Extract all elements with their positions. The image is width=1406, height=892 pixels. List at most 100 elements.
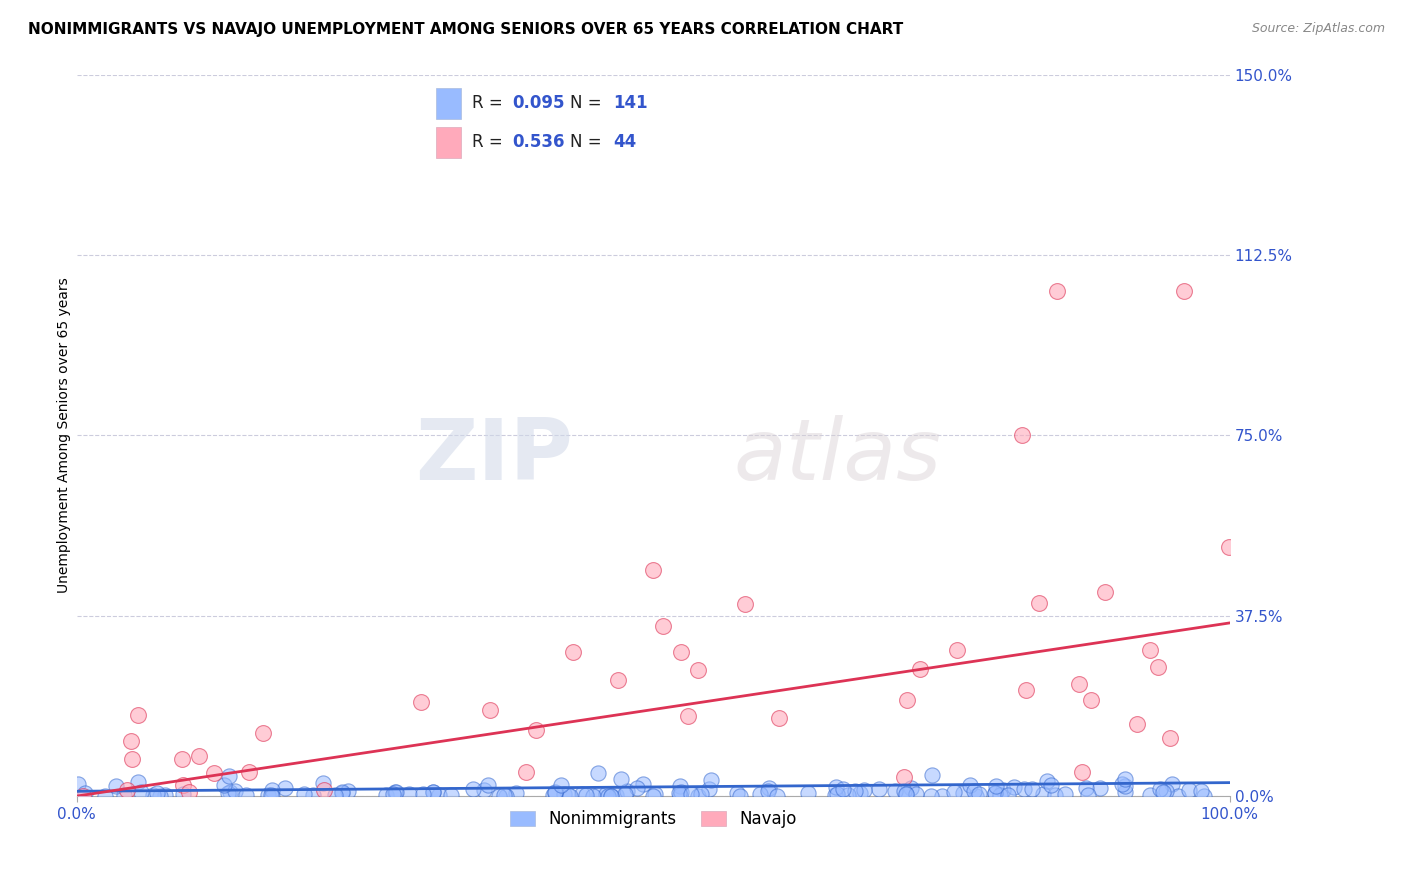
Point — [1021, 782, 1043, 797]
Point — [942, 785, 965, 799]
Point — [749, 788, 772, 802]
Point — [893, 770, 915, 784]
Point — [1053, 787, 1076, 801]
Point — [586, 765, 609, 780]
Point — [217, 786, 239, 800]
Point — [544, 786, 567, 800]
Point — [1139, 643, 1161, 657]
Point — [614, 788, 637, 802]
Point — [478, 703, 501, 717]
Point — [252, 725, 274, 739]
Point — [238, 765, 260, 780]
Point — [495, 789, 517, 803]
Point — [1114, 772, 1136, 787]
Point — [883, 784, 905, 798]
Point — [1012, 782, 1035, 797]
Point — [1076, 780, 1098, 795]
Point — [643, 563, 665, 577]
Point — [179, 785, 201, 799]
Point — [1178, 783, 1201, 797]
Point — [274, 780, 297, 795]
Point — [605, 788, 627, 802]
Point — [599, 789, 621, 803]
Point — [575, 789, 598, 803]
Point — [1173, 284, 1195, 298]
Point — [224, 784, 246, 798]
Point — [988, 788, 1011, 802]
Point — [669, 644, 692, 658]
Point — [1161, 776, 1184, 790]
Point — [768, 711, 790, 725]
Point — [302, 789, 325, 803]
Point — [1011, 428, 1033, 442]
Point — [853, 782, 876, 797]
Point — [1159, 731, 1181, 746]
Point — [1167, 789, 1189, 803]
Point — [894, 787, 917, 801]
Point — [384, 785, 406, 799]
Point — [758, 780, 780, 795]
Point — [868, 782, 890, 797]
Point — [172, 778, 194, 792]
Point — [121, 752, 143, 766]
Point — [104, 779, 127, 793]
Point — [1111, 777, 1133, 791]
Point — [571, 788, 593, 802]
Point — [690, 787, 713, 801]
Point — [440, 788, 463, 802]
Point — [323, 789, 346, 803]
Point — [825, 780, 848, 794]
Point — [422, 784, 444, 798]
Point — [294, 787, 316, 801]
Point — [1028, 597, 1050, 611]
Point — [67, 777, 90, 791]
Point — [644, 787, 666, 801]
Point — [1152, 785, 1174, 799]
Point — [149, 789, 172, 803]
Point — [472, 782, 495, 797]
Point — [314, 782, 336, 797]
Point — [398, 787, 420, 801]
Point — [599, 789, 621, 803]
Point — [553, 787, 575, 801]
Point — [595, 787, 617, 801]
Point — [766, 789, 789, 803]
Point — [461, 782, 484, 797]
Point — [1080, 693, 1102, 707]
Point — [550, 778, 572, 792]
Point — [626, 780, 648, 795]
Point — [1077, 788, 1099, 802]
Point — [997, 789, 1019, 803]
Point — [120, 734, 142, 748]
Point — [1067, 676, 1090, 690]
Text: NONIMMIGRANTS VS NAVAJO UNEMPLOYMENT AMONG SENIORS OVER 65 YEARS CORRELATION CHA: NONIMMIGRANTS VS NAVAJO UNEMPLOYMENT AMO… — [28, 22, 904, 37]
Point — [651, 619, 673, 633]
Point — [1218, 541, 1240, 555]
Point — [332, 785, 354, 799]
Y-axis label: Unemployment Among Seniors over 65 years: Unemployment Among Seniors over 65 years — [58, 277, 72, 593]
Point — [965, 789, 987, 803]
Point — [1094, 585, 1116, 599]
Point — [734, 597, 756, 611]
Point — [688, 664, 710, 678]
Point — [409, 695, 432, 709]
Point — [94, 789, 117, 803]
Point — [1194, 789, 1216, 803]
Point — [1114, 780, 1136, 794]
Point — [427, 788, 450, 802]
Point — [756, 784, 779, 798]
Point — [676, 709, 699, 723]
Point — [984, 786, 1007, 800]
Point — [697, 782, 720, 797]
Point — [679, 787, 702, 801]
Point — [422, 785, 444, 799]
Point — [115, 783, 138, 797]
Point — [945, 642, 967, 657]
Point — [728, 789, 751, 803]
Point — [561, 645, 583, 659]
Text: ZIP: ZIP — [415, 416, 572, 499]
Point — [145, 787, 167, 801]
Point — [492, 788, 515, 802]
Point — [905, 787, 928, 801]
Point — [893, 784, 915, 798]
